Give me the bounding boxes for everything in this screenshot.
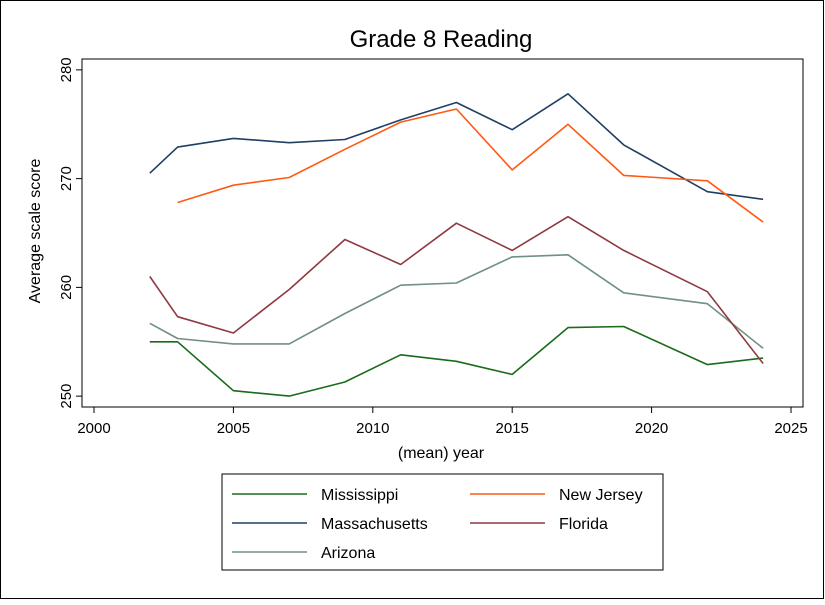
legend-label-mississippi: Mississippi xyxy=(321,487,398,504)
x-tick-label: 2015 xyxy=(496,420,529,437)
y-axis: 250 260 270 280 xyxy=(58,57,82,409)
x-tick-label: 2020 xyxy=(635,420,668,437)
y-tick-label: 260 xyxy=(58,275,75,300)
legend-label-arizona: Arizona xyxy=(321,545,375,562)
legend-box xyxy=(221,473,664,571)
series-line-massachusetts xyxy=(149,93,764,201)
x-tick-label: 2000 xyxy=(77,420,110,437)
y-axis-label: Average scale score xyxy=(27,159,44,304)
series-line-mississippi xyxy=(149,325,764,397)
x-tick-label: 2025 xyxy=(774,420,807,437)
y-tick-label: 270 xyxy=(58,166,75,191)
plot-area-frame xyxy=(81,58,804,408)
x-axis-label: (mean) year xyxy=(398,445,485,462)
x-tick-label: 2005 xyxy=(217,420,250,437)
legend: Mississippi New Jersey Massachusetts Florid… xyxy=(232,487,643,562)
x-tick-label: 2010 xyxy=(356,420,389,437)
series-line-florida xyxy=(149,215,764,364)
legend-label-new-jersey: New Jersey xyxy=(559,487,643,504)
series-line-new-jersey xyxy=(177,108,764,223)
legend-label-massachusetts: Massachusetts xyxy=(321,516,428,533)
series-layer xyxy=(149,93,764,397)
chart-title: Grade 8 Reading xyxy=(350,26,533,53)
y-tick-label: 280 xyxy=(58,57,75,82)
x-axis: 2000 2005 2010 2015 2020 2025 xyxy=(77,407,808,437)
legend-label-florida: Florida xyxy=(559,516,608,533)
y-tick-label: 250 xyxy=(58,384,75,409)
series-line-arizona xyxy=(149,254,764,349)
